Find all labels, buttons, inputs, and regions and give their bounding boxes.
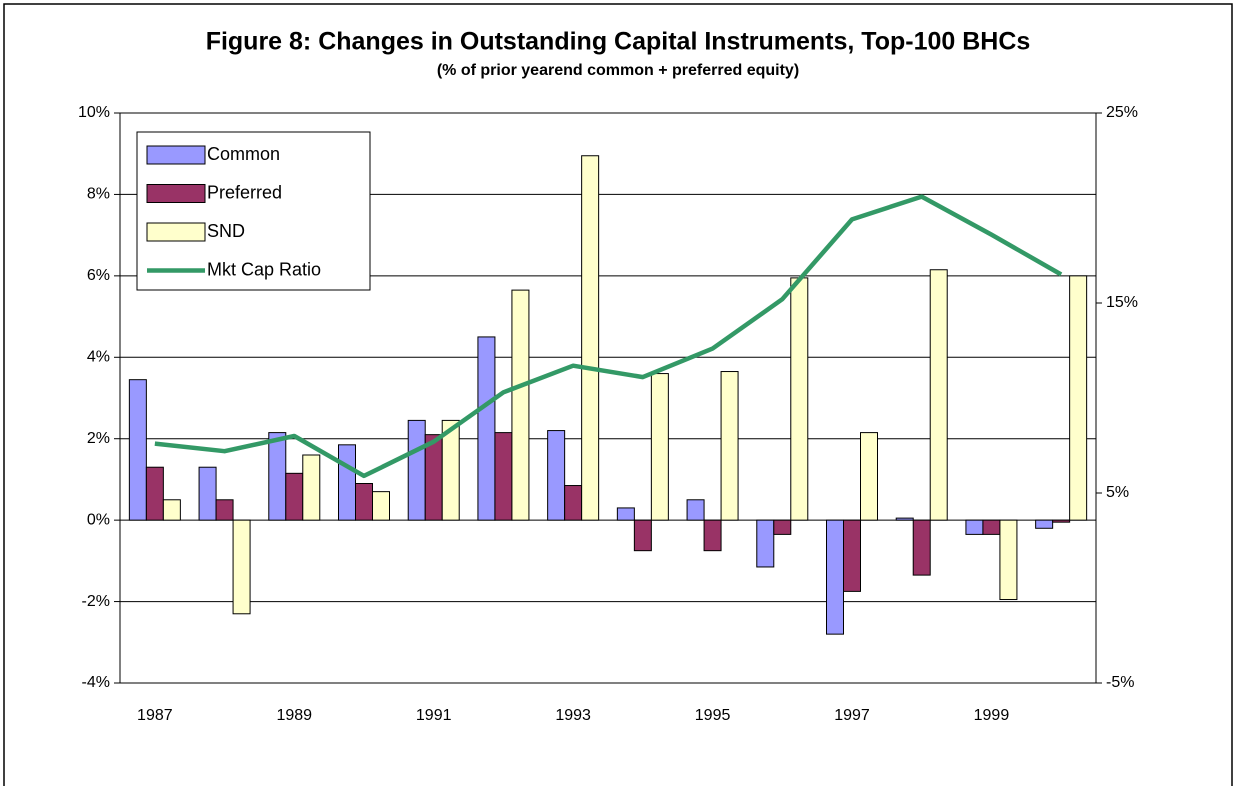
x-tick-label: 1987 [137, 707, 173, 724]
chart-title: Figure 8: Changes in Outstanding Capital… [206, 28, 1031, 56]
line [154, 194, 1063, 479]
bar [511, 289, 530, 521]
bar [633, 519, 652, 552]
bar [982, 519, 1001, 535]
y2-tick-label: 5% [1106, 484, 1129, 501]
bar [198, 466, 217, 521]
y2-tick-label: 25% [1106, 104, 1138, 121]
bar [616, 507, 635, 521]
bar [441, 419, 460, 521]
chart-frame [3, 3, 1233, 786]
x-tick-label: 1997 [834, 707, 870, 724]
x-tick-label: 1999 [974, 707, 1010, 724]
bar [965, 519, 984, 535]
bar [860, 432, 878, 521]
x-tick-label: 1993 [555, 707, 591, 724]
bar [650, 373, 669, 521]
y-tick-label: -4% [82, 674, 110, 691]
bar [1035, 519, 1054, 529]
bar [232, 519, 251, 615]
bar [686, 499, 705, 521]
y-tick-label: 2% [87, 430, 110, 447]
bar [145, 466, 164, 521]
bar [547, 430, 566, 521]
y-tick-label: 4% [87, 349, 110, 366]
bar [720, 371, 739, 521]
y2-tick-label: -5% [1106, 674, 1134, 691]
legend-swatch [146, 184, 206, 203]
bar [564, 485, 583, 521]
y-tick-label: 6% [87, 267, 110, 284]
bar [494, 432, 513, 521]
bar [424, 434, 443, 521]
y2-tick-label: 15% [1106, 294, 1138, 311]
legend-label: Mkt Cap Ratio [207, 259, 321, 279]
bar [285, 472, 304, 521]
bar [703, 519, 722, 552]
bar [581, 155, 600, 521]
y-tick-label: -2% [82, 593, 110, 610]
bar [215, 499, 234, 521]
bar [999, 519, 1018, 601]
bar [128, 379, 147, 521]
bar [162, 499, 181, 521]
bar [477, 336, 496, 521]
bar [1069, 275, 1088, 521]
bar [302, 454, 321, 521]
bar [843, 519, 861, 592]
bar [826, 519, 844, 635]
bar [268, 432, 287, 521]
x-tick-label: 1989 [276, 707, 312, 724]
bar [407, 419, 426, 521]
bar [756, 519, 775, 568]
bar [895, 517, 914, 521]
x-tick-label: 1991 [416, 707, 452, 724]
legend-swatch [146, 222, 206, 242]
bar [790, 277, 809, 521]
legend-swatch [146, 145, 206, 165]
legend-label: Preferred [207, 182, 282, 202]
bar [929, 269, 948, 521]
bar [1052, 519, 1071, 523]
legend-label: SND [207, 221, 245, 241]
bar [355, 483, 373, 521]
y-tick-label: 8% [87, 186, 110, 203]
chart-subtitle: (% of prior yearend common + preferred e… [437, 62, 799, 79]
bar [773, 519, 792, 535]
x-tick-label: 1995 [695, 707, 731, 724]
legend-label: Common [207, 144, 280, 164]
bar [372, 491, 390, 521]
bar [338, 444, 356, 521]
y-tick-label: 10% [78, 104, 110, 121]
y-tick-label: 0% [87, 511, 110, 528]
bar [912, 519, 931, 576]
